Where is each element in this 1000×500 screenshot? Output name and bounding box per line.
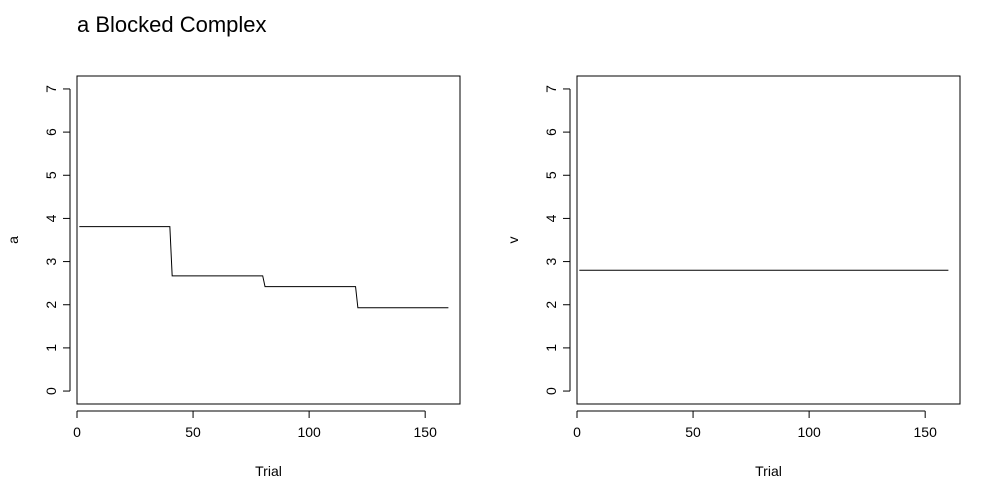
- panel-2-y-tick-label-4: 4: [543, 214, 559, 222]
- panel-2-y-tick-label-0: 0: [543, 387, 559, 395]
- panel-2-y-tick-label-3: 3: [543, 257, 559, 265]
- panel-2-y-tick-label-1: 1: [543, 344, 559, 352]
- panel-1-x-tick-label-1: 50: [185, 424, 201, 440]
- panel-1-y-tick-label-2: 2: [43, 301, 59, 309]
- panel-2-x-tick-label-1: 50: [685, 424, 701, 440]
- panel-1-x-tick-label-0: 0: [73, 424, 81, 440]
- panel-2-y-tick-label-6: 6: [543, 128, 559, 136]
- panel-2-y-tick-label-2: 2: [543, 301, 559, 309]
- panel-1-y-tick-label-6: 6: [43, 128, 59, 136]
- panel-2-y-axis-title: v: [505, 237, 521, 244]
- panel-2-x-tick-label-3: 150: [914, 424, 938, 440]
- panel-1-y-axis-title: a: [5, 236, 21, 244]
- panel-1-x-tick-label-3: 150: [414, 424, 438, 440]
- panel-1-y-tick-label-0: 0: [43, 387, 59, 395]
- panel-2-y-tick-label-7: 7: [543, 85, 559, 93]
- panel-2-y-tick-label-5: 5: [543, 171, 559, 179]
- figure-title: a Blocked Complex: [77, 12, 267, 37]
- panel-2-x-tick-label-0: 0: [573, 424, 581, 440]
- panel-1-plot-frame: [76, 75, 461, 405]
- panel-1-y-tick-label-4: 4: [43, 214, 59, 222]
- panel-1-y-tick-label-3: 3: [43, 257, 59, 265]
- panel-1-y-tick-label-1: 1: [43, 344, 59, 352]
- panel-1-x-tick-label-2: 100: [297, 424, 321, 440]
- panel-2-x-axis-title: Trial: [755, 463, 782, 479]
- panel-2-x-tick-label-2: 100: [797, 424, 821, 440]
- panel-1-x-axis-title: Trial: [255, 463, 282, 479]
- panel-2-plot-frame: [576, 75, 961, 405]
- panel-1-y-tick-label-7: 7: [43, 85, 59, 93]
- panel-1-series-line-1: [79, 226, 449, 309]
- panel-1-y-tick-label-5: 5: [43, 171, 59, 179]
